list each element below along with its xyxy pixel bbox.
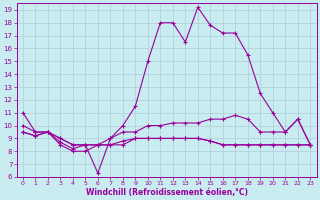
X-axis label: Windchill (Refroidissement éolien,°C): Windchill (Refroidissement éolien,°C) <box>85 188 248 197</box>
